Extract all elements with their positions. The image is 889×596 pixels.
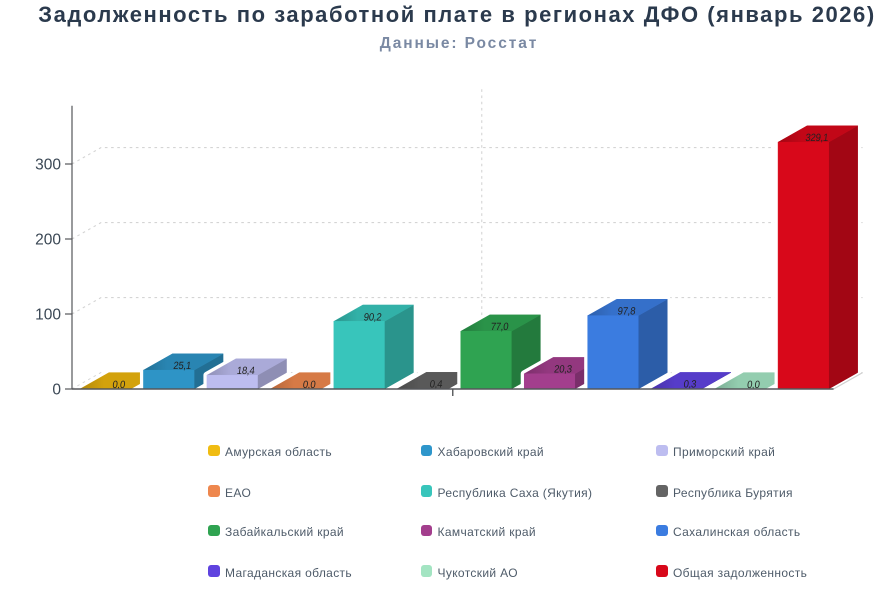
svg-text:77,0: 77,0 [490,322,510,334]
svg-text:329,1: 329,1 [805,133,830,145]
svg-text:18,4: 18,4 [236,366,256,378]
svg-text:100: 100 [35,306,61,323]
svg-text:300: 300 [35,156,61,173]
svg-text:0,0: 0,0 [302,380,317,392]
svg-text:0,0: 0,0 [746,380,761,392]
svg-text:0,3: 0,3 [683,379,698,391]
svg-text:200: 200 [35,231,61,248]
svg-text:97,8: 97,8 [617,306,637,318]
svg-text:0,0: 0,0 [112,380,127,392]
svg-text:20,3: 20,3 [553,364,573,376]
svg-text:25,1: 25,1 [173,361,193,373]
svg-text:0,4: 0,4 [429,379,444,391]
svg-text:0: 0 [52,381,61,398]
svg-text:90,2: 90,2 [363,312,383,324]
